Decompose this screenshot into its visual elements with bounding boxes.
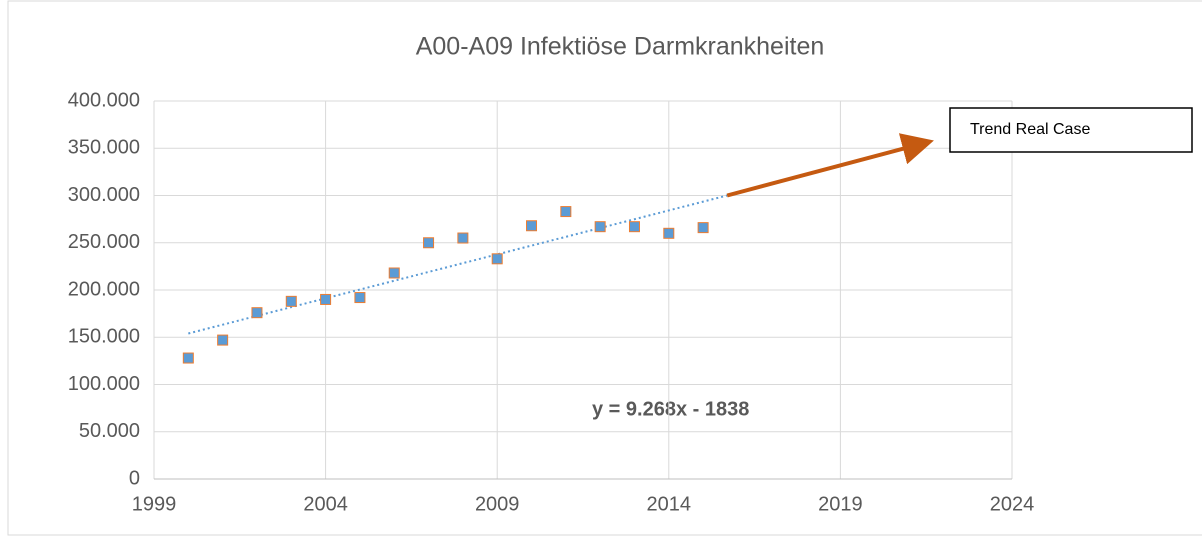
data-point: [354, 292, 366, 304]
trend-arrow: [726, 133, 934, 198]
x-tick-label: 2009: [475, 493, 520, 515]
y-tick-label: 300.000: [68, 184, 140, 206]
data-point: [217, 334, 229, 346]
x-tick-label: 2024: [990, 493, 1035, 515]
annotation-label: Trend Real Case: [970, 121, 1090, 138]
data-point: [388, 267, 400, 279]
y-tick-label: 100.000: [68, 373, 140, 395]
data-point: [423, 237, 435, 249]
y-tick-label: 350.000: [68, 137, 140, 159]
data-point: [628, 221, 640, 233]
x-tick-label: 1999: [132, 493, 177, 515]
x-tick-label: 2014: [647, 493, 692, 515]
chart-title: A00-A09 Infektiöse Darmkrankheiten: [416, 33, 825, 61]
data-point: [526, 220, 538, 232]
y-tick-label: 200.000: [68, 278, 140, 300]
data-point: [251, 307, 263, 319]
data-point: [182, 352, 194, 364]
annotation-box: [949, 107, 1193, 153]
y-tick-label: 0: [129, 467, 140, 489]
data-point: [560, 206, 572, 218]
data-point: [285, 295, 297, 307]
chart-frame: [7, 0, 1202, 536]
y-tick-label: 150.000: [68, 326, 140, 348]
data-point: [457, 232, 469, 244]
data-point: [491, 253, 503, 265]
y-tick-label: 250.000: [68, 231, 140, 253]
y-tick-label: 50.000: [79, 420, 140, 442]
data-point: [594, 221, 606, 233]
data-point: [663, 227, 675, 239]
data-point: [320, 293, 332, 305]
equation: y = 9.268x - 1838: [592, 398, 749, 420]
data-point: [697, 222, 709, 234]
y-tick-label: 400.000: [68, 89, 140, 111]
x-tick-label: 2019: [818, 493, 863, 515]
x-tick-label: 2004: [303, 493, 348, 515]
